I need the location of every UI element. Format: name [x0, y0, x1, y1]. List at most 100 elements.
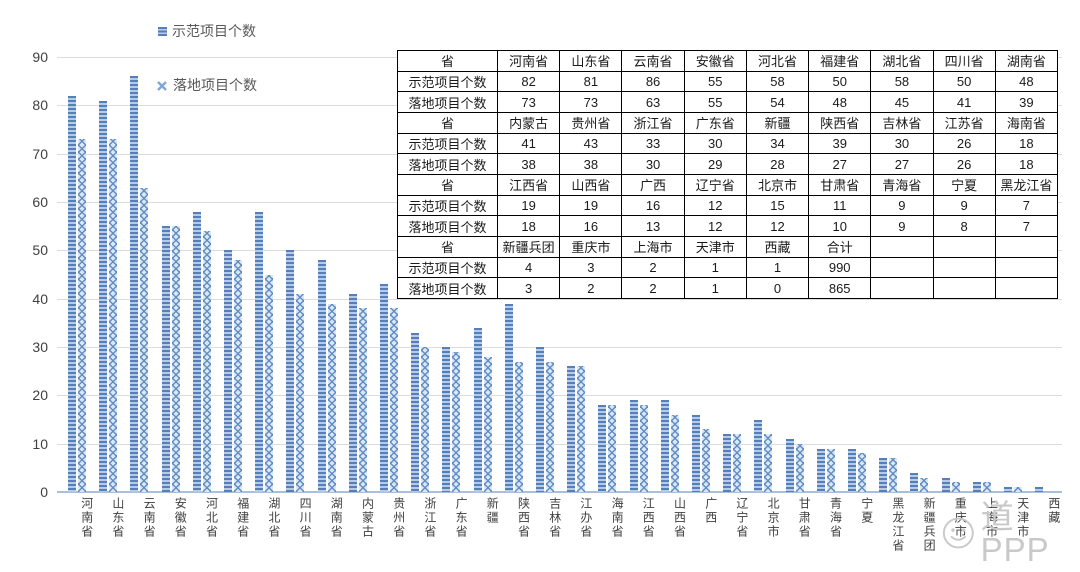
bar-group	[842, 57, 873, 492]
table-cell: 30	[683, 132, 747, 155]
bar-group	[186, 57, 217, 492]
bar-group	[935, 57, 966, 492]
y-axis-tick-label: 20	[32, 387, 48, 404]
table-cell: 29	[683, 153, 747, 175]
gridline	[57, 298, 1062, 300]
table-cell	[994, 235, 1059, 258]
table-cell: 38	[559, 153, 623, 175]
table-cell: 9	[870, 194, 934, 217]
table-cell: 江苏省	[932, 111, 996, 134]
bar-group	[1029, 57, 1060, 492]
table-cell: 73	[496, 91, 561, 113]
demo-projects-bar	[380, 284, 389, 492]
x-axis-line	[57, 491, 1062, 493]
x-axis-label: 云南省	[142, 497, 157, 539]
table-cell: 0	[745, 277, 810, 299]
table-cell: 8	[932, 215, 996, 237]
table-cell	[870, 277, 934, 299]
table-cell: 云南省	[621, 50, 685, 72]
bar-group	[561, 57, 592, 492]
table-cell	[994, 277, 1059, 299]
table-cell: 81	[559, 70, 623, 93]
demo-projects-bar	[255, 211, 264, 492]
landed-projects-bar	[826, 448, 835, 492]
table-cell: 湖北省	[870, 50, 934, 72]
table-cell: 41	[496, 132, 561, 155]
table-cell: 54	[745, 91, 810, 113]
bar-group	[436, 57, 467, 492]
table-cell: 7	[994, 194, 1059, 217]
table-cell: 16	[621, 194, 685, 217]
landed-projects-bar	[546, 361, 555, 492]
table-cell: 26	[932, 132, 996, 155]
table-row-header-cell: 落地项目个数	[397, 277, 498, 299]
bar-group	[93, 57, 124, 492]
table-cell: 新疆兵团	[496, 235, 561, 258]
table-row-header-cell: 落地项目个数	[397, 153, 498, 175]
bar-group	[810, 57, 841, 492]
demo-projects-bar	[286, 250, 295, 492]
landed-projects-bar	[390, 308, 399, 492]
landed-projects-bar	[202, 231, 211, 492]
landed-projects-bar	[608, 405, 617, 492]
bar-group	[717, 57, 748, 492]
demo-projects-bar	[411, 332, 420, 492]
table-row: 示范项目个数 82 81 86 55 58 50 58 50 48	[397, 70, 1059, 93]
table-cell: 38	[496, 153, 561, 175]
demo-projects-bar	[99, 100, 108, 492]
landed-projects-bar	[858, 453, 867, 492]
landed-projects-bar	[171, 226, 180, 492]
bar-group	[249, 57, 280, 492]
x-axis-label: 天津市	[1015, 497, 1030, 539]
bar-group	[998, 57, 1029, 492]
demo-projects-bar	[723, 434, 732, 492]
table-row: 示范项目个数 19 19 16 12 15 11 9 9 7	[397, 194, 1059, 217]
x-axis-label: 广东省	[454, 497, 469, 539]
x-axis-label: 新疆兵团	[922, 497, 937, 553]
landed-projects-bar	[982, 482, 991, 492]
landed-projects-bar	[639, 405, 648, 492]
x-axis-label: 海南省	[610, 497, 625, 539]
table-cell: 陕西省	[808, 111, 872, 134]
table-cell: 865	[808, 277, 872, 299]
table-cell: 12	[745, 215, 810, 237]
x-axis-label: 黑龙江省	[890, 497, 905, 553]
landed-projects-bar	[452, 351, 461, 492]
table-cell: 50	[932, 70, 996, 93]
table-cell: 宁夏	[932, 173, 996, 196]
table-cell: 2	[621, 277, 685, 299]
table-row: 示范项目个数 4 3 2 1 1 990	[397, 256, 1059, 279]
demo-projects-bar	[224, 250, 233, 492]
bar-group	[904, 57, 935, 492]
table-cell: 内蒙古	[496, 111, 561, 134]
landed-projects-bar	[1014, 487, 1023, 492]
table-cell: 50	[808, 70, 872, 93]
table-row-header-cell: 省	[397, 50, 498, 72]
landed-projects-bar	[265, 274, 274, 492]
table-cell: 48	[808, 91, 872, 113]
table-cell: 55	[683, 70, 747, 93]
data-table: 省河南省 山东省 云南省 安徽省 河北省 福建省 湖北省 四川省 湖南省 示范项目个数 82 81 86…	[397, 50, 1059, 299]
table-cell: 山西省	[559, 173, 623, 196]
bar-group	[311, 57, 342, 492]
table-row-header-cell: 落地项目个数	[397, 91, 498, 113]
landed-projects-bar	[234, 260, 243, 492]
table-row-header-cell: 省	[397, 173, 498, 196]
x-axis-label: 新疆	[485, 497, 500, 525]
table-cell: 江西省	[496, 173, 561, 196]
x-axis-label: 陕西省	[516, 497, 531, 539]
x-axis-label: 山西省	[672, 497, 687, 539]
demo-projects-bar	[785, 438, 794, 492]
landed-projects-bar	[358, 308, 367, 492]
table-cell: 27	[870, 153, 934, 175]
landed-projects-bar	[483, 356, 492, 492]
bar-group	[342, 57, 373, 492]
table-cell: 30	[621, 153, 685, 175]
table-cell: 福建省	[808, 50, 872, 72]
table-cell: 重庆市	[559, 235, 623, 258]
demo-projects-bar	[504, 303, 513, 492]
table-cell	[870, 256, 934, 279]
landed-projects-bar	[670, 414, 679, 492]
y-axis: 0 10 20 30 40 50 60 70 80 90	[0, 49, 48, 500]
